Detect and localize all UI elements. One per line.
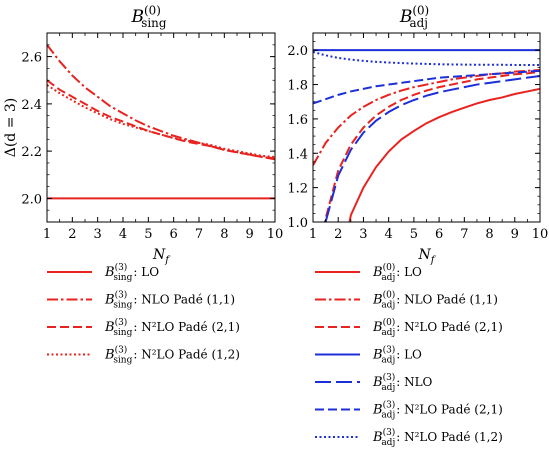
- x-tick-label: 1: [43, 227, 51, 242]
- y-tick-label: 1.2: [287, 182, 308, 197]
- legend-singlet: B(3) sing: LO B(3) sing: NLO Padé (1,1) B(3)…: [47, 262, 240, 366]
- legend-label-2: B(0) adj: NLO Padé (1,1): [372, 290, 498, 311]
- plot-frame: [312, 32, 541, 223]
- x-tick-label: 1: [309, 227, 317, 242]
- legend-label-4: B(3) adj: LO: [372, 345, 422, 366]
- x-tick-label: 5: [144, 227, 152, 242]
- x-tick-label: 3: [94, 227, 102, 242]
- series-line-2: [47, 44, 275, 161]
- x-tick-label: 4: [119, 227, 127, 242]
- x-tick-label: 10: [267, 227, 284, 242]
- x-tick-label: 5: [410, 227, 418, 242]
- x-tick-label: 2: [68, 227, 76, 242]
- legend-label-1: B(3) sing: LO: [104, 262, 159, 283]
- y-tick-label: 2.6: [21, 51, 42, 66]
- y-tick-label: 2.2: [21, 145, 42, 160]
- panel-singlet: 1 2 3 4 5 6 7 8 9 10 2.0 2.2 2.4 2.6 Nf B(0) sing Δ(d = 3…: [3, 3, 283, 266]
- x-tick-label: 9: [246, 227, 254, 242]
- series-line-5: [324, 74, 540, 222]
- y-tick-label: 2.4: [21, 98, 42, 113]
- x-tick-label: 7: [195, 227, 203, 242]
- legend-label-3: B(3) sing: N²LO Padé (2,1): [104, 317, 240, 338]
- series-line-3: [47, 79, 275, 160]
- y-axis-label: Δ(d = 3): [3, 98, 19, 158]
- legend-label-5: B(3) adj: NLO: [372, 372, 433, 393]
- y-tick-label: 2.0: [21, 192, 42, 207]
- x-tick-label: 2: [334, 227, 342, 242]
- series-line-1: [348, 87, 540, 222]
- series-group: [313, 49, 540, 222]
- plot-frame: [46, 32, 276, 223]
- series-line-7: [313, 50, 540, 66]
- series-line-3: [323, 70, 540, 222]
- series-line-2: [313, 68, 540, 166]
- x-axis-label: Nf: [152, 247, 171, 266]
- legend-label-4: B(3) sing: N²LO Padé (1,2): [104, 345, 240, 366]
- legend-label-6: B(3) adj: N²LO Padé (2,1): [372, 400, 503, 421]
- series-group: [47, 44, 275, 200]
- x-tick-label: 8: [220, 227, 228, 242]
- x-tick-label: 6: [170, 227, 178, 242]
- x-tick-label: 8: [485, 227, 493, 242]
- panel-title: B(0) sing: [131, 3, 167, 30]
- y-tick-label: 1.4: [287, 147, 308, 162]
- x-tick-label: 7: [460, 227, 468, 242]
- x-tick-label: 10: [532, 227, 549, 242]
- panel-adjoint: 1 2 3 4 5 6 7 8 9 10 1.0 1.2 1.4 1.6 1.8 2.0 Nf B(0) adj: [287, 3, 548, 266]
- series-line-6: [313, 69, 540, 105]
- x-tick-label: 6: [435, 227, 443, 242]
- legend-label-1: B(0) adj: LO: [372, 262, 422, 283]
- y-tick-label: 1.6: [287, 113, 308, 128]
- x-tick-label: 3: [359, 227, 367, 242]
- series-line-4: [47, 84, 275, 159]
- legend-label-3: B(0) adj: N²LO Padé (2,1): [372, 317, 503, 338]
- legend-adjoint: B(0) adj: LO B(0) adj: NLO Padé (1,1) B(0) ad…: [315, 262, 503, 448]
- y-tick-label: 1.8: [287, 79, 308, 94]
- y-tick-label: 1.0: [287, 216, 308, 231]
- legend-label-2: B(3) sing: NLO Padé (1,1): [104, 290, 235, 311]
- panel-title: B(0) adj: [399, 3, 429, 30]
- x-tick-label: 4: [385, 227, 393, 242]
- x-tick-label: 9: [511, 227, 519, 242]
- x-axis-label: Nf: [418, 247, 437, 266]
- y-tick-label: 2.0: [287, 44, 308, 59]
- legend-label-7: B(3) adj: N²LO Padé (1,2): [372, 427, 503, 448]
